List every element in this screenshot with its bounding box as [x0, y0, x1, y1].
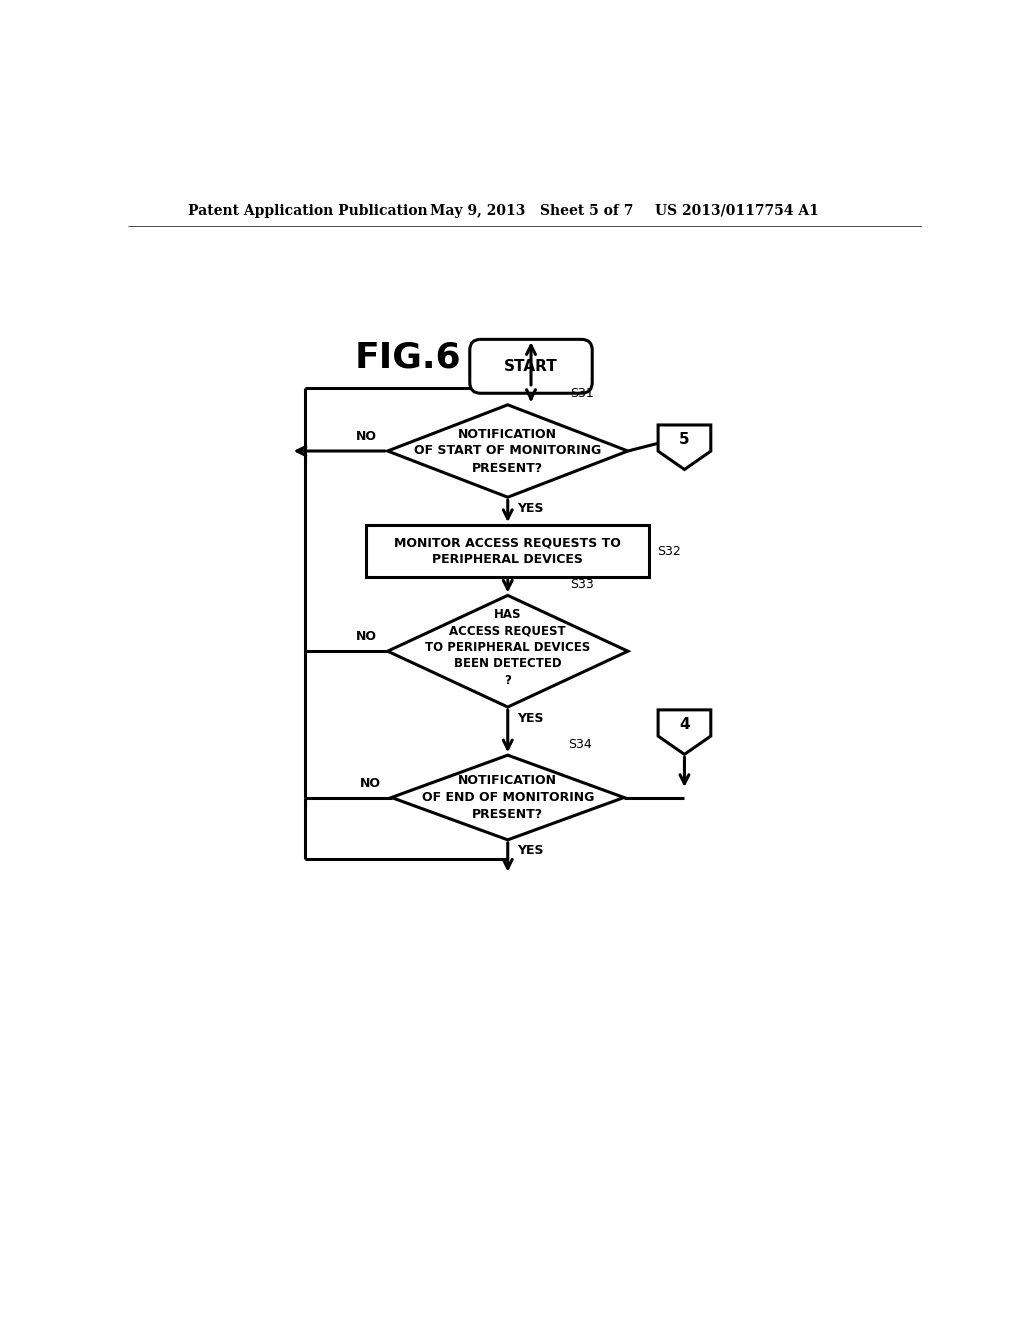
Text: NO: NO	[355, 631, 377, 644]
Text: NO: NO	[355, 430, 377, 444]
Polygon shape	[388, 405, 628, 498]
Text: YES: YES	[517, 502, 544, 515]
Text: S31: S31	[570, 387, 594, 400]
Polygon shape	[391, 755, 624, 840]
Text: FIG.6: FIG.6	[354, 341, 461, 374]
Text: S34: S34	[568, 738, 592, 751]
Text: NOTIFICATION
OF END OF MONITORING
PRESENT?: NOTIFICATION OF END OF MONITORING PRESEN…	[422, 774, 594, 821]
Polygon shape	[658, 710, 711, 755]
FancyBboxPatch shape	[470, 339, 592, 393]
Text: MONITOR ACCESS REQUESTS TO
PERIPHERAL DEVICES: MONITOR ACCESS REQUESTS TO PERIPHERAL DE…	[394, 536, 622, 566]
Text: May 9, 2013   Sheet 5 of 7: May 9, 2013 Sheet 5 of 7	[430, 203, 634, 218]
Text: NO: NO	[359, 776, 381, 789]
Text: US 2013/0117754 A1: US 2013/0117754 A1	[655, 203, 819, 218]
Text: YES: YES	[517, 845, 544, 858]
Text: NOTIFICATION
OF START OF MONITORING
PRESENT?: NOTIFICATION OF START OF MONITORING PRES…	[414, 428, 601, 474]
Text: YES: YES	[517, 711, 544, 725]
Text: HAS
ACCESS REQUEST
TO PERIPHERAL DEVICES
BEEN DETECTED
?: HAS ACCESS REQUEST TO PERIPHERAL DEVICES…	[425, 607, 591, 686]
Text: S32: S32	[657, 545, 681, 557]
Text: START: START	[504, 359, 558, 374]
FancyBboxPatch shape	[367, 525, 649, 577]
Text: 4: 4	[679, 717, 690, 731]
Text: S33: S33	[570, 578, 594, 591]
Polygon shape	[388, 595, 628, 708]
Text: 5: 5	[679, 432, 690, 447]
Text: Patent Application Publication: Patent Application Publication	[188, 203, 428, 218]
Polygon shape	[658, 425, 711, 470]
